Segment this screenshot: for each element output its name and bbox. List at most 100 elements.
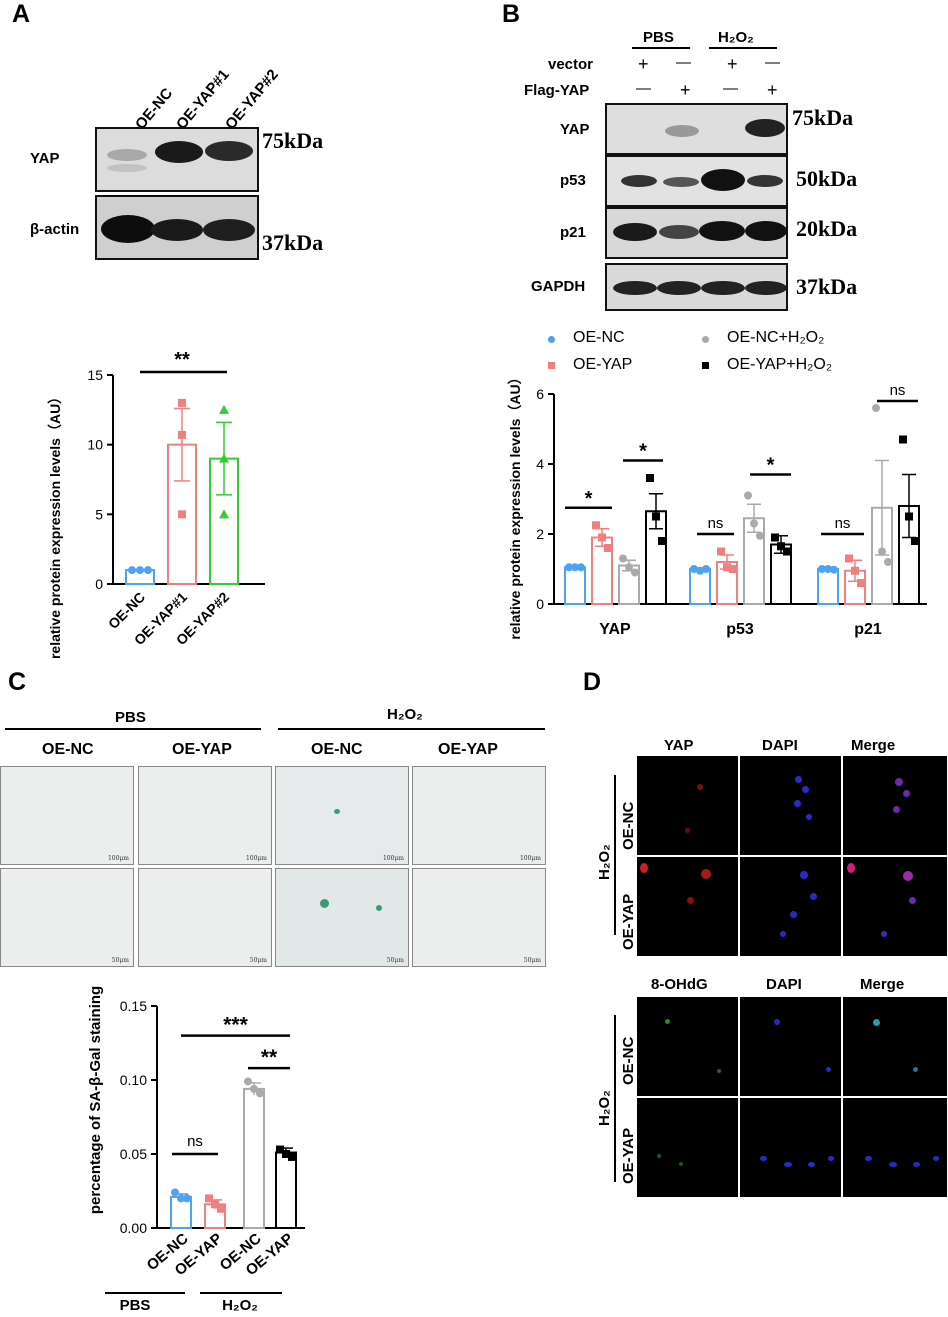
sa-gal-image: 100μm: [275, 766, 409, 865]
data-point: [744, 491, 752, 500]
column-label: Merge: [851, 737, 896, 754]
side-label: H₂O₂: [596, 1090, 613, 1126]
data-point: [288, 1152, 296, 1161]
column-label: OE-YAP: [172, 741, 232, 758]
data-point: [783, 547, 791, 556]
scale-bar: 100μm: [519, 855, 541, 862]
column-label: OE-NC: [42, 741, 94, 758]
scale-bar: 50μm: [386, 957, 404, 964]
data-point: [872, 404, 880, 412]
data-point: [818, 565, 826, 573]
fluorescence-image-yap: [637, 756, 738, 855]
column-label: OE-YAP: [438, 741, 498, 758]
row-label: OE-NC: [620, 801, 637, 850]
panel-label-a: A: [12, 0, 31, 28]
data-point: [565, 563, 573, 572]
blot-yap-b: [605, 103, 788, 155]
data-point: [244, 1077, 252, 1086]
data-point: [619, 554, 627, 563]
row-label: GAPDH: [531, 278, 586, 295]
data-point: [830, 565, 838, 574]
data-point: [219, 404, 229, 414]
panel-label-c: C: [8, 668, 27, 696]
y-tick-label: 0.00: [120, 1220, 147, 1236]
row-label: β-actin: [30, 221, 80, 238]
sa-gal-image: 100μm: [412, 766, 546, 865]
sa-gal-image: 50μm: [0, 868, 134, 967]
sign: —: [723, 80, 738, 97]
significance-label: ***: [223, 1014, 248, 1037]
data-point: [205, 1194, 213, 1203]
blot-p53: [605, 155, 788, 207]
data-point: [211, 1200, 219, 1209]
significance-label: **: [261, 1046, 278, 1069]
scale-bar: 100μm: [382, 855, 404, 862]
data-point: [729, 565, 737, 573]
significance-label: *: [585, 488, 593, 510]
data-point: [824, 565, 832, 573]
legend-label: OE-YAP+H₂O₂: [727, 356, 833, 373]
column-label: OE-NC: [311, 741, 363, 758]
legend-label: OE-YAP: [573, 356, 633, 373]
data-point: [857, 579, 865, 587]
legend-marker: [702, 336, 709, 343]
row-label: OE-YAP: [620, 893, 637, 950]
data-point: [219, 453, 229, 463]
fluorescence-image-dapi: [740, 1098, 841, 1197]
data-point: [845, 554, 853, 563]
lane-label: OE-NC: [132, 84, 177, 133]
data-point: [250, 1084, 258, 1093]
column-label: DAPI: [762, 737, 798, 754]
bar: [275, 1151, 297, 1230]
column-label: DAPI: [766, 976, 802, 993]
sa-gal-image: 50μm: [138, 868, 272, 967]
data-point: [282, 1150, 290, 1158]
y-tick-label: 0.15: [120, 998, 147, 1014]
sign: —: [676, 54, 691, 71]
fluorescence-image-merge: [843, 756, 947, 855]
sign: +: [767, 80, 778, 100]
blot-p21: [605, 207, 788, 259]
ylabel-b: relative protein expression levels（AU）: [507, 375, 523, 640]
y-tick-label: 6: [536, 386, 544, 402]
sign: —: [636, 80, 651, 97]
fluorescence-image-dapi: [740, 857, 841, 956]
data-point: [171, 1188, 179, 1197]
group-label: H₂O₂: [718, 29, 754, 46]
chart-a: YAP relative protein expression levels（A…: [47, 349, 265, 660]
group-label: PBS: [120, 1297, 151, 1314]
scale-bar: 100μm: [245, 855, 267, 862]
significance-label: *: [639, 441, 647, 463]
significance-label: *: [767, 455, 775, 477]
sa-gal-image: 100μm: [138, 766, 272, 865]
fluorescence-image-merge: [843, 997, 947, 1096]
data-point: [646, 474, 654, 482]
data-point: [771, 533, 779, 542]
group-label: H₂O₂: [387, 706, 423, 723]
data-point: [592, 521, 600, 530]
significance-label: ns: [187, 1133, 203, 1150]
scale-bar: 100μm: [107, 855, 129, 862]
data-point: [905, 512, 913, 521]
data-point: [696, 566, 704, 575]
data-point: [219, 509, 229, 519]
scale-bar: 50μm: [249, 957, 267, 964]
treatment-label: Flag-YAP: [524, 82, 590, 99]
scale-bar: 50μm: [523, 957, 541, 964]
legend-label: OE-NC: [573, 329, 625, 346]
x-tick-label: p53: [726, 621, 754, 638]
row-label: p21: [560, 224, 586, 241]
row-label: OE-YAP: [620, 1127, 637, 1184]
data-point: [899, 435, 907, 444]
data-point: [577, 563, 585, 572]
bar: [243, 1087, 265, 1229]
group-label: H₂O₂: [222, 1297, 258, 1314]
data-point: [717, 547, 725, 556]
bar: [564, 566, 586, 605]
data-point: [777, 542, 785, 551]
legend-marker: [548, 362, 555, 369]
data-point: [702, 565, 710, 573]
data-point: [136, 566, 144, 575]
fluorescence-image-merge: [843, 1098, 947, 1197]
group-label: PBS: [643, 29, 674, 46]
